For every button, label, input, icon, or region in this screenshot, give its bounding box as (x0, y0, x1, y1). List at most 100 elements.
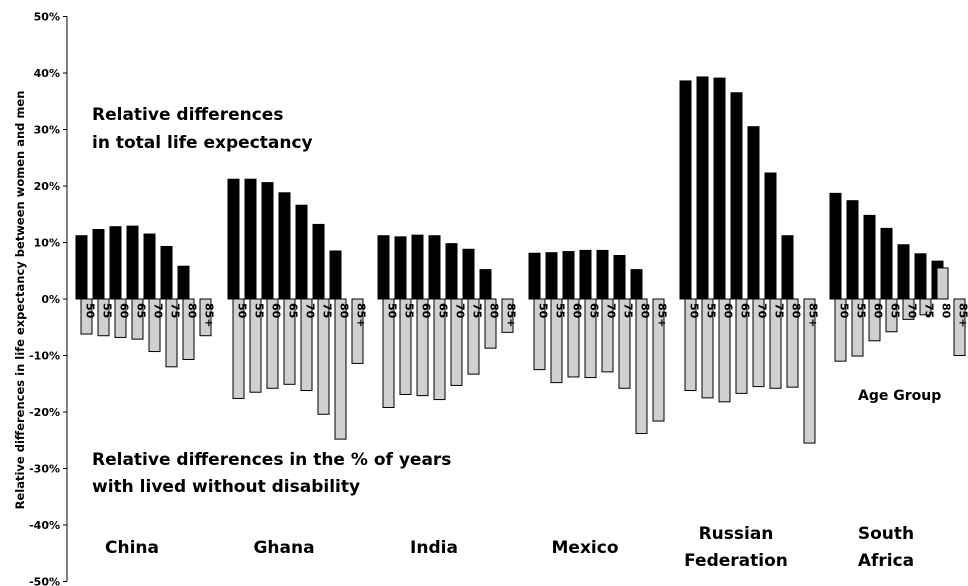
category-tick-label: 80 (790, 303, 803, 319)
category-tick-label: 85+ (957, 303, 968, 328)
category-tick-label: 65 (889, 303, 902, 318)
y-tick-label: 30% (34, 124, 60, 137)
group-name-label: India (410, 538, 458, 558)
bar-disability-free (80, 298, 93, 335)
bar-total (781, 235, 794, 300)
bar-disability-free (114, 298, 127, 338)
bar-total (394, 236, 407, 300)
bar-disability-free (249, 298, 262, 393)
bars (75, 76, 966, 444)
category-tick-label: 85+ (505, 303, 518, 328)
annotation-top-line-1: Relative differences (92, 105, 283, 125)
category-tick-label: 70 (756, 303, 769, 319)
category-tick-label: 80 (186, 303, 199, 319)
bar-total (295, 204, 308, 300)
category-tick-label: 55 (101, 303, 114, 318)
bar-disability-free (416, 298, 429, 397)
category-tick-label: 50 (688, 303, 701, 319)
y-tick-label: -20% (29, 406, 60, 419)
bar-total (579, 249, 592, 300)
category-tick-label: 65 (437, 303, 450, 318)
category-tick-label: 70 (152, 303, 165, 319)
bar-disability-free (266, 298, 279, 389)
bar-disability-free (199, 298, 212, 337)
category-tick-label: 75 (169, 303, 182, 318)
bar-disability-free (953, 298, 966, 356)
bar-total (462, 248, 475, 300)
bar-total (897, 244, 910, 300)
bar-disability-free (165, 298, 178, 368)
bar-total (75, 235, 88, 300)
y-tick-label: -50% (29, 576, 60, 586)
category-tick-label: 50 (537, 303, 550, 319)
group-name-label: Ghana (253, 538, 314, 558)
annotation-bottom-line-1: Relative differences in the % of years (92, 450, 451, 470)
y-axis: 50% 40% 30% 20% 10% 0% -10% -20% -30% -40% -50% (29, 11, 68, 586)
category-tick-label: 80 (488, 303, 501, 319)
y-tick-label: -40% (29, 519, 60, 532)
bar-total (143, 233, 156, 300)
category-tick-label: 60 (571, 303, 584, 319)
category-tick-label: 75 (923, 303, 936, 318)
bar-total (914, 253, 927, 300)
bar-total (411, 234, 424, 300)
category-tick-label: 60 (872, 303, 885, 319)
bar-disability-free (283, 298, 296, 385)
bar-total (596, 249, 609, 300)
bar-total (613, 254, 626, 300)
bar-total (479, 269, 492, 300)
bar-total (126, 225, 139, 300)
bar-disability-free (919, 298, 932, 316)
category-tick-label: 50 (236, 303, 249, 319)
category-tick-label: 50 (838, 303, 851, 319)
bar-disability-free (652, 298, 665, 422)
category-tick-label: 75 (321, 303, 334, 318)
y-tick-label: -10% (29, 350, 60, 363)
bar-disability-free (735, 298, 748, 394)
y-tick-label: 50% (34, 11, 60, 24)
bar-disability-free (399, 298, 412, 395)
bar-total (177, 265, 190, 300)
category-tick-label: 80 (639, 303, 652, 319)
bar-total (428, 235, 441, 300)
age-group-label: Age Group (858, 388, 941, 404)
bar-total (747, 126, 760, 300)
category-tick-label: 85+ (656, 303, 669, 328)
bar-disability-free (131, 298, 144, 340)
bar-total (730, 92, 743, 300)
bar-disability-free (300, 298, 313, 392)
bar-disability-free (834, 298, 847, 362)
y-tick-label: 0% (41, 293, 60, 306)
bar-total (92, 229, 105, 300)
bar-disability-free (584, 298, 597, 379)
category-tick-label: 80 (940, 303, 953, 319)
group-name-label: South (858, 524, 914, 544)
category-tick-label: 70 (906, 303, 919, 319)
category-tick-label: 60 (420, 303, 433, 319)
bar-disability-free (317, 298, 330, 415)
bar-total (829, 192, 842, 300)
category-tick-label: 65 (588, 303, 601, 318)
category-tick-label: 75 (622, 303, 635, 318)
annotation-top-line-2: in total life expectancy (92, 133, 313, 153)
bar-total (109, 226, 122, 300)
bar-total (863, 214, 876, 300)
category-tick-label: 85+ (355, 303, 368, 328)
bar-disability-free (718, 298, 731, 403)
category-tick-label: 85+ (807, 303, 820, 328)
category-tick-label: 55 (554, 303, 567, 318)
bar-disability-free (467, 298, 480, 375)
category-tick-label: 70 (605, 303, 618, 319)
bar-disability-free (450, 298, 463, 386)
bar-disability-free (803, 298, 816, 444)
bar-total (160, 245, 173, 300)
bar-total (528, 252, 541, 300)
bar-total (545, 252, 558, 300)
bar-total (562, 251, 575, 300)
y-axis-label: Relative differences in life expectancy … (13, 91, 27, 510)
bar-total (278, 192, 291, 300)
bar-disability-free (567, 298, 580, 378)
bar-disability-free (851, 298, 864, 357)
category-tick-label: 50 (84, 303, 97, 319)
